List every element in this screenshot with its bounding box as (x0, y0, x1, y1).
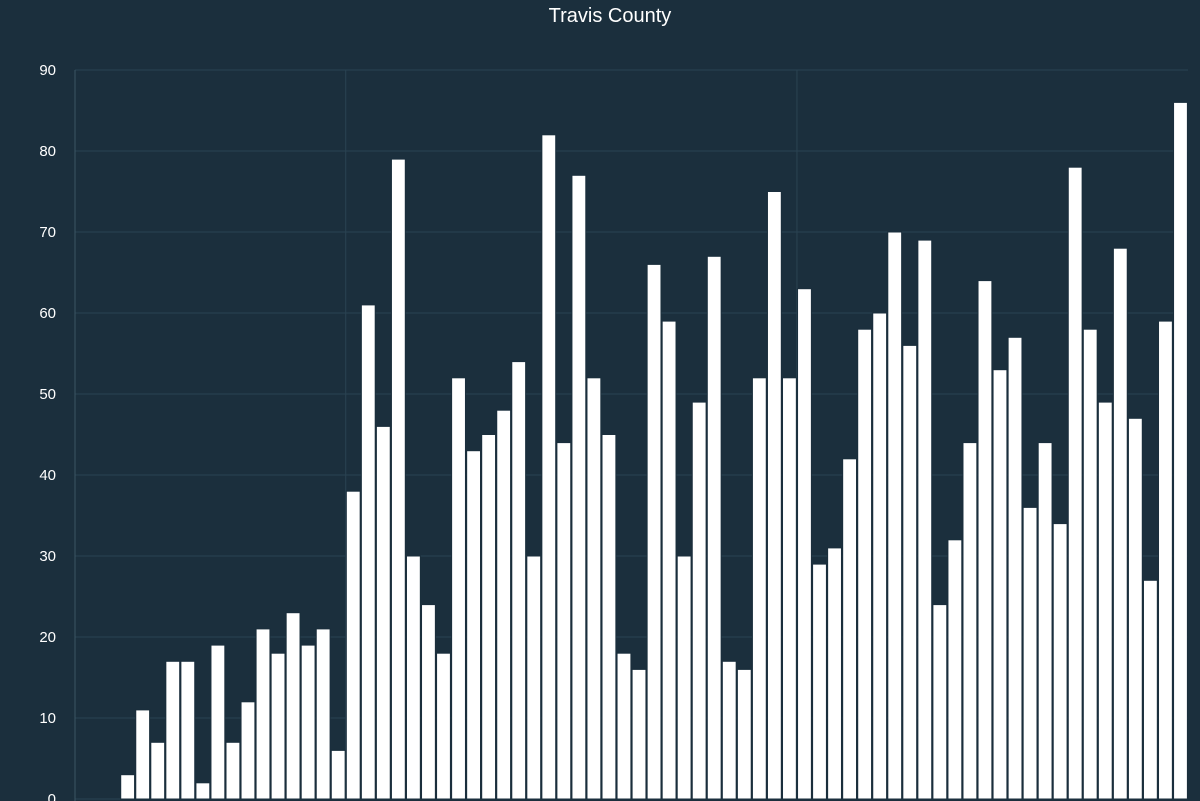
y-tick-label: 40 (39, 467, 56, 484)
bar (631, 668, 647, 800)
bar (466, 450, 482, 800)
bar (782, 377, 797, 800)
bar (766, 191, 782, 800)
bar (300, 644, 316, 800)
bar (210, 644, 226, 800)
bar (195, 782, 211, 800)
bar (601, 434, 617, 800)
bar (676, 555, 692, 800)
bar (330, 749, 346, 800)
bar (150, 741, 166, 800)
bar (421, 604, 436, 800)
bar (526, 555, 542, 800)
bar (225, 741, 241, 800)
bar (887, 231, 903, 800)
bar (736, 668, 752, 800)
bar (646, 263, 662, 800)
bar (1082, 328, 1098, 800)
bar (706, 255, 722, 800)
bar (872, 312, 888, 800)
bar (451, 377, 466, 800)
bar (842, 458, 858, 800)
bar (240, 701, 256, 800)
bar (751, 377, 767, 800)
y-tick-label: 0 (48, 791, 56, 801)
bar (1007, 336, 1023, 800)
bar (255, 628, 271, 800)
bar (616, 652, 632, 800)
bar (857, 328, 873, 800)
bar (165, 660, 181, 800)
bar (962, 442, 978, 800)
bar (496, 409, 512, 800)
bar (827, 547, 842, 800)
bar (1173, 101, 1188, 800)
vertical-grid-lines (345, 70, 798, 799)
y-tick-label: 80 (39, 143, 56, 160)
bar (345, 490, 361, 800)
bar (691, 401, 707, 800)
bar (1067, 166, 1083, 800)
bar (992, 369, 1008, 800)
bar (1158, 320, 1173, 800)
bar (586, 377, 602, 800)
bars (120, 101, 1188, 800)
bar (390, 158, 406, 800)
bar (180, 660, 196, 800)
bar (541, 134, 557, 800)
y-axis-ticks: 0 10 20 30 40 50 60 70 80 90 (39, 62, 56, 801)
y-tick-label: 90 (39, 62, 56, 79)
y-tick-label: 50 (39, 386, 56, 403)
bar (902, 344, 918, 800)
bar (977, 280, 993, 800)
bar (1097, 401, 1113, 800)
y-tick-label: 30 (39, 548, 56, 565)
bar (360, 304, 376, 800)
bar (511, 361, 527, 800)
y-tick-label: 70 (39, 224, 56, 241)
bar (481, 434, 497, 800)
bar (932, 604, 948, 800)
bar (405, 555, 421, 800)
bar (797, 288, 812, 800)
bar (1127, 417, 1143, 800)
bar (285, 612, 301, 800)
bar (375, 425, 391, 800)
bar (1022, 506, 1038, 800)
bar (917, 239, 933, 800)
bar (571, 174, 587, 800)
y-tick-label: 60 (39, 305, 56, 322)
bar (315, 628, 331, 800)
bar (812, 563, 827, 800)
y-tick-label: 10 (39, 710, 56, 727)
bar (721, 660, 737, 800)
bar (1052, 523, 1068, 800)
bar (120, 774, 136, 800)
bar (947, 539, 963, 800)
bar (436, 652, 451, 800)
bar (1037, 442, 1053, 800)
y-tick-label: 20 (39, 629, 56, 646)
bar (556, 442, 572, 800)
bar (1112, 247, 1128, 800)
bar (270, 652, 286, 800)
chart-title: Travis County (549, 5, 672, 27)
bar (1142, 579, 1158, 800)
bar (661, 320, 677, 800)
bar (135, 709, 151, 800)
